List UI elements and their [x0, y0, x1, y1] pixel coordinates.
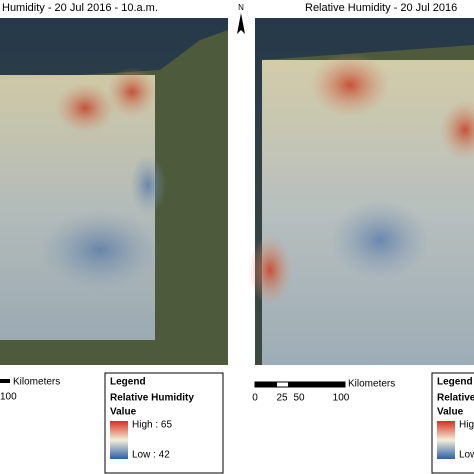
- north-label: N: [238, 3, 244, 12]
- high-area: [107, 67, 157, 117]
- high-area: [55, 83, 115, 133]
- legend-field: Value: [110, 407, 137, 418]
- high-area: [440, 100, 474, 160]
- north-arrow: [237, 13, 245, 34]
- scale-segment: [299, 382, 345, 387]
- color-ramp: [110, 421, 128, 459]
- low-area: [130, 155, 166, 215]
- low-area: [40, 210, 160, 290]
- legend-heading: Legend: [437, 377, 473, 388]
- low-area: [330, 200, 430, 280]
- scale-label: 0: [252, 393, 258, 404]
- legend: Legend Relative Humidity Value High : 65…: [431, 372, 474, 474]
- scale-bar: [254, 381, 346, 388]
- scale-segment: [255, 382, 277, 387]
- legend-layer: Relative Humidity: [110, 393, 194, 404]
- scale-bar: [0, 379, 10, 383]
- legend: Legend Relative Humidity Value High : 65…: [104, 372, 224, 474]
- scale-label: 100: [0, 392, 17, 403]
- legend-layer: Relative Humidity: [437, 393, 474, 404]
- scale-unit: Kilometers: [348, 379, 395, 390]
- scale-label: 25: [276, 393, 288, 404]
- high-area: [310, 53, 390, 117]
- humidity-surface: [0, 67, 166, 340]
- scale-unit: Kilometers: [13, 377, 60, 388]
- humidity-surface: [248, 53, 474, 365]
- scale-label: 50: [293, 393, 305, 404]
- legend-low: Low : 42: [459, 450, 474, 461]
- high-area: [248, 235, 292, 305]
- scale-label: 100: [333, 393, 350, 404]
- legend-heading: Legend: [110, 377, 146, 388]
- legend-low: Low : 42: [132, 450, 170, 461]
- color-ramp: [437, 421, 455, 459]
- map-title: Relative Humidity - 20 Jul 2016: [305, 2, 457, 14]
- legend-high: High : 65: [132, 420, 172, 431]
- legend-high: High : 65: [459, 420, 474, 431]
- map-title: Humidity - 20 Jul 2016 - 10.a.m.: [2, 2, 158, 14]
- legend-field: Value: [437, 407, 464, 418]
- scale-segment: [288, 382, 299, 387]
